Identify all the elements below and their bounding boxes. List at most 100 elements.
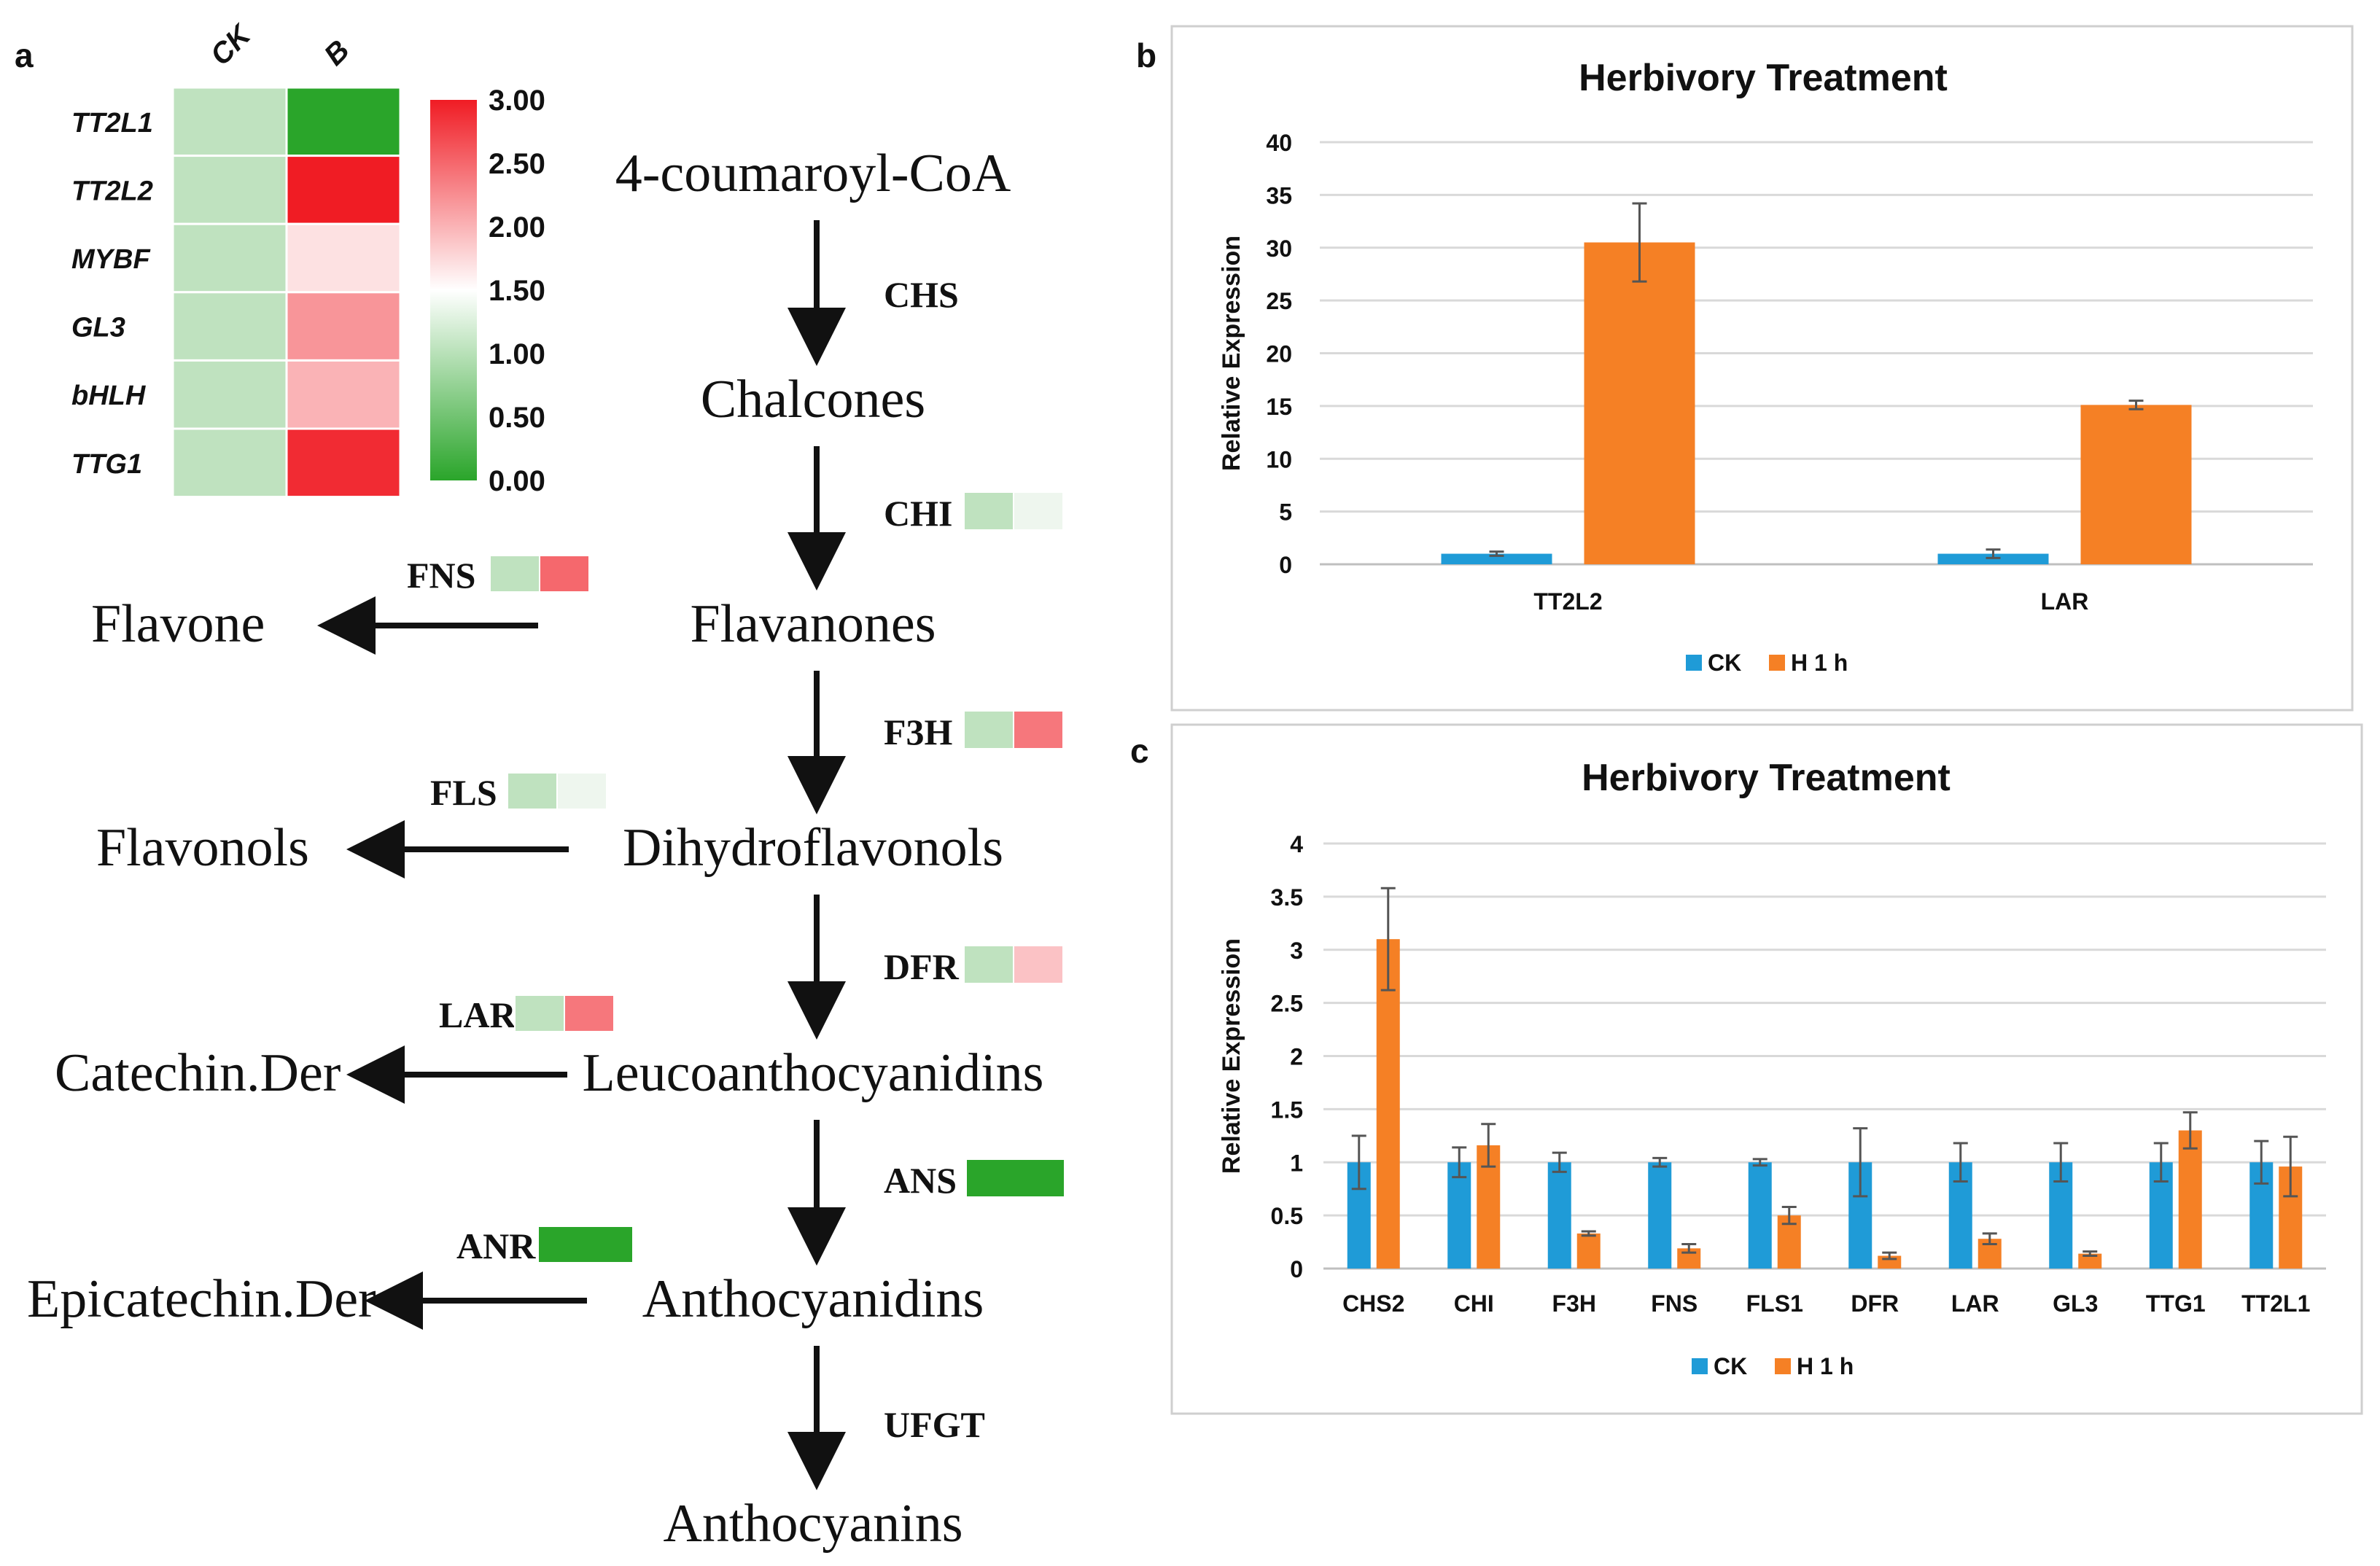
y-tick-label: 0 (1290, 1256, 1303, 1282)
bar-ck (1447, 1162, 1471, 1269)
x-tick-label: TTG1 (2146, 1290, 2206, 1317)
branch-expression-cell (489, 555, 540, 593)
x-tick-label: TT2L2 (1533, 588, 1602, 615)
y-tick-label: 2 (1290, 1044, 1303, 1070)
panel-label-c: c (1130, 732, 1149, 770)
chart-b-frame (1170, 25, 2354, 712)
bar-ck (1441, 553, 1552, 564)
y-axis-label: Relative Expression (1218, 235, 1245, 471)
branch-expression-cell (537, 1226, 634, 1263)
heatmap-cell (285, 155, 402, 225)
chart-c: Herbivory Treatment 0 0.5 1 1.5 2 2.5 3 3.5 4 Rela… (1218, 757, 2326, 1379)
bar-h-1-h (1376, 939, 1400, 1269)
bar-h-1-h (1584, 242, 1695, 564)
bar-ck (1547, 1162, 1571, 1269)
heatmap-cell (171, 427, 288, 499)
panel-label-a: a (15, 36, 34, 74)
compound-label: Anthocyanidins (642, 1269, 984, 1329)
branch-product-label: Epicatechin.Der (27, 1269, 376, 1329)
heatmap: CK B TT2L1 TT2L2 MYBF GL3 bHLH TTG1 (71, 17, 402, 499)
heatmap-column-label: CK (204, 17, 258, 71)
heatmap-cell (285, 359, 402, 430)
color-scale-label: 2.00 (489, 211, 545, 244)
x-tick-label: GL3 (2053, 1290, 2098, 1317)
y-tick-label: 25 (1266, 288, 1292, 314)
y-tick-label: 2.5 (1271, 991, 1303, 1017)
enzyme-expression-cell (1013, 710, 1064, 749)
heatmap-cell (171, 291, 288, 362)
bar-h-1-h (1576, 1233, 1601, 1269)
enzyme-expression-cell (963, 491, 1014, 531)
color-scale-label: 0.00 (489, 465, 545, 497)
bar-h-1-h (2080, 405, 2192, 564)
legend-swatch (1692, 1358, 1708, 1374)
pathway-diagram: 4-coumaroyl-CoA Chalcones Flavanones Dihydr… (27, 144, 1065, 1554)
color-scale-label: 1.50 (489, 275, 545, 307)
x-tick-label: TT2L1 (2241, 1290, 2310, 1317)
enzyme-expression-cell (963, 945, 1014, 984)
branch-expression-cell (556, 772, 607, 810)
y-tick-label: 0.5 (1271, 1203, 1303, 1229)
x-tick-label: LAR (2041, 588, 2089, 615)
x-tick-label: LAR (1951, 1290, 1999, 1317)
heatmap-row-label: GL3 (71, 313, 125, 343)
chart-b: Herbivory Treatment 0 5 10 15 20 25 30 35 40 Relat… (1218, 57, 2313, 676)
y-tick-label: 10 (1266, 446, 1292, 472)
enzyme-expression-cell (963, 710, 1014, 749)
enzyme-label: F3H (884, 712, 953, 752)
enzyme-label: DFR (884, 946, 960, 987)
heatmap-cell (171, 222, 288, 294)
y-tick-label: 40 (1266, 130, 1292, 156)
branch-enzyme-label: LAR (439, 994, 516, 1035)
x-tick-label: CHS2 (1342, 1290, 1404, 1317)
compound-label: Flavanones (690, 594, 936, 654)
heatmap-cell (285, 222, 402, 294)
x-tick-label: DFR (1851, 1290, 1899, 1317)
branch-product-label: Catechin.Der (55, 1043, 341, 1103)
branch-product-label: Flavonols (96, 818, 309, 878)
heatmap-row-label: bHLH (71, 381, 147, 411)
legend-label: CK (1708, 650, 1741, 676)
branch-expression-cell (539, 555, 590, 593)
x-tick-label: FNS (1651, 1290, 1698, 1317)
y-tick-label: 4 (1290, 831, 1303, 857)
branch-expression-cell (507, 772, 558, 810)
compound-label: 4-coumaroyl-CoA (615, 144, 1011, 203)
y-axis-label: Relative Expression (1218, 938, 1245, 1174)
y-tick-label: 35 (1266, 182, 1292, 209)
chart-title: Herbivory Treatment (1582, 757, 1951, 799)
heatmap-cell (171, 86, 288, 157)
heatmap-row-label: TT2L2 (71, 176, 153, 206)
legend-swatch (1769, 655, 1785, 671)
enzyme-expression-cell (1013, 491, 1064, 531)
enzyme-label: CHI (884, 493, 952, 534)
compound-label: Dihydroflavonols (623, 818, 1003, 878)
enzyme-label: ANS (884, 1160, 957, 1201)
enzyme-expression-cell (1013, 945, 1064, 984)
y-tick-label: 3.5 (1271, 884, 1303, 911)
x-tick-label: F3H (1552, 1290, 1596, 1317)
color-scale-label: 3.00 (489, 85, 545, 117)
y-tick-label: 1.5 (1271, 1096, 1303, 1123)
panel-label-b: b (1136, 36, 1156, 74)
bar-h-1-h (2078, 1253, 2102, 1269)
x-tick-label: FLS1 (1746, 1290, 1803, 1317)
heatmap-cell (171, 155, 288, 225)
bar-ck (1648, 1162, 1672, 1269)
x-tick-label: CHI (1454, 1290, 1494, 1317)
bar-h-1-h (2178, 1130, 2202, 1269)
legend-swatch (1775, 1358, 1791, 1374)
color-scale-bar (430, 100, 477, 480)
y-tick-label: 5 (1279, 499, 1292, 526)
heatmap-row-label: TTG1 (71, 449, 142, 480)
branch-enzyme-label: FLS (430, 772, 497, 813)
branch-enzyme-label: FNS (407, 555, 475, 596)
bar-ck (1748, 1162, 1772, 1269)
heatmap-row-label: MYBF (71, 244, 151, 275)
y-tick-label: 3 (1290, 938, 1303, 964)
y-tick-label: 20 (1266, 341, 1292, 367)
chart-c-frame (1170, 723, 2363, 1415)
y-tick-label: 0 (1279, 552, 1292, 578)
enzyme-label: CHS (884, 274, 959, 315)
